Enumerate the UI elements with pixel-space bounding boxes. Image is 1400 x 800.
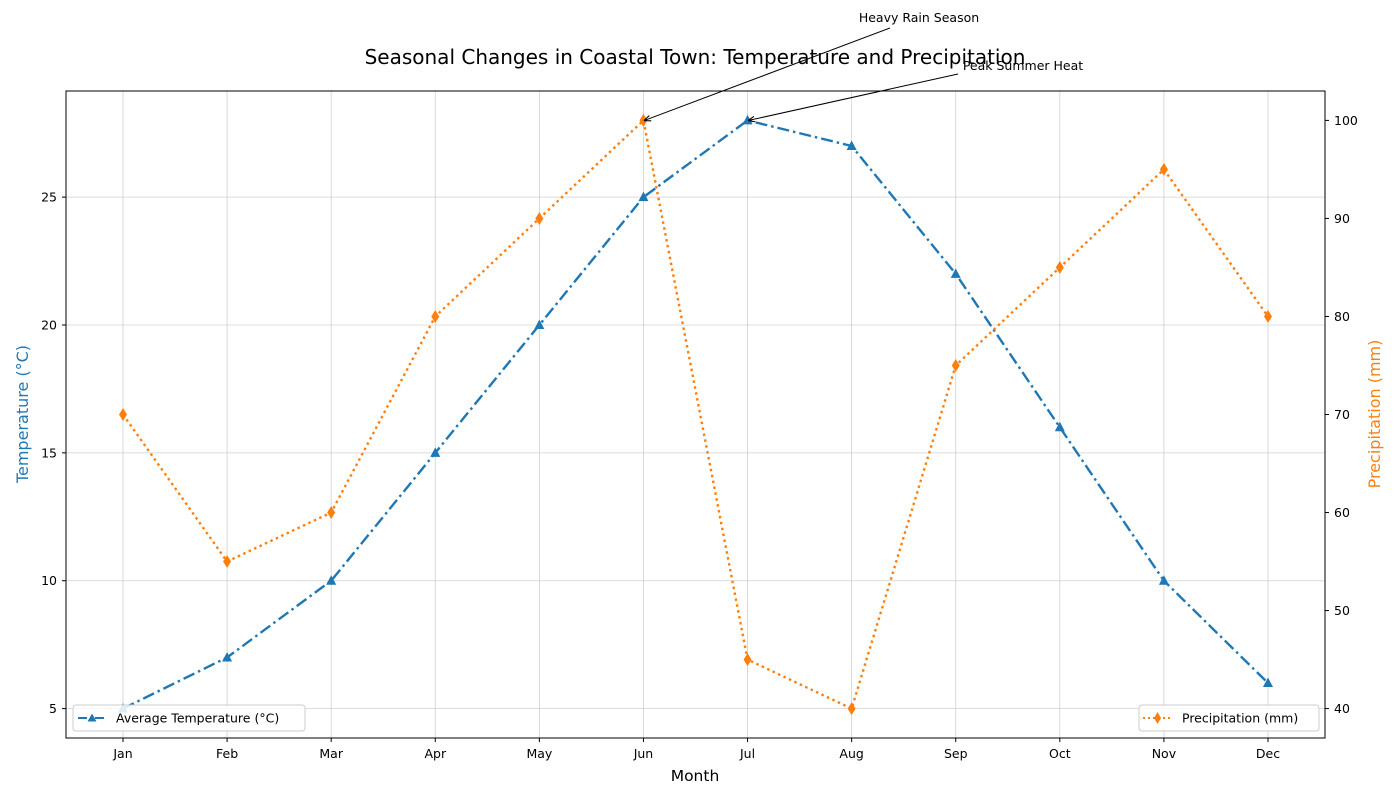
temperature-point — [326, 575, 337, 585]
temperature-point — [1158, 575, 1169, 585]
y-right-tick-label: 100 — [1334, 113, 1358, 128]
x-tick-label: Mar — [319, 746, 343, 761]
chart-title: Seasonal Changes in Coastal Town: Temper… — [365, 45, 1026, 69]
annotations: Heavy Rain Season Peak Summer Heat — [644, 10, 1083, 120]
plot-area-frame — [65, 90, 1326, 739]
y-left-tick-label: 10 — [41, 573, 57, 588]
temperature-point — [430, 447, 441, 457]
legend-temperature-label: Average Temperature (°C) — [116, 711, 279, 726]
y-right-tick-label: 50 — [1334, 603, 1350, 618]
x-tick-label: Sep — [944, 746, 968, 761]
y-right-tick-label: 90 — [1334, 211, 1350, 226]
x-tick-label: Apr — [424, 746, 446, 761]
temperature-point — [950, 268, 961, 278]
y-left-tick-label: 20 — [41, 317, 57, 332]
precipitation-point — [119, 408, 127, 421]
annotation-label: Heavy Rain Season — [859, 10, 979, 25]
precipitation-point — [223, 555, 232, 569]
precipitation-point — [1264, 309, 1272, 323]
x-tick-label: Aug — [839, 746, 863, 761]
temperature-point — [534, 319, 545, 329]
temperature-point — [846, 140, 857, 150]
temperature-point — [1263, 677, 1273, 688]
precipitation-point — [535, 211, 544, 225]
annotation-label: Peak Summer Heat — [963, 58, 1083, 73]
x-tick-label: Jun — [633, 746, 654, 761]
y-right-tick-label: 80 — [1334, 309, 1350, 324]
grid — [66, 91, 1325, 738]
precipitation-point — [431, 309, 440, 323]
legend-precipitation: Precipitation (mm) — [1138, 704, 1320, 732]
precipitation-point — [847, 702, 856, 716]
precipitation-point — [639, 113, 648, 127]
precipitation-point — [743, 653, 752, 667]
y-left-tick-label: 5 — [49, 701, 57, 716]
y-axis-left-label: Temperature (°C) — [13, 345, 32, 484]
y-axis-right-label: Precipitation (mm) — [1365, 340, 1384, 489]
legend-precipitation-label: Precipitation (mm) — [1182, 711, 1298, 726]
annotation-arrow — [749, 73, 959, 120]
axes-layer: Jan Feb Mar Apr May Jun Jul Aug Sep Oct Nov Dec 5 10 1… — [41, 113, 1358, 761]
precipitation-point — [951, 358, 960, 372]
x-tick-label: Jul — [739, 746, 755, 761]
legend-temperature-marker — [87, 713, 97, 722]
y-left-tick-label: 25 — [41, 190, 57, 205]
legend-precipitation-marker — [1154, 712, 1161, 724]
precipitation-point — [1159, 162, 1168, 176]
temperature-point — [222, 651, 233, 662]
y-left-tick-label: 15 — [41, 445, 57, 460]
legend-temperature: Average Temperature (°C) — [72, 704, 306, 732]
x-tick-label: Nov — [1152, 746, 1177, 761]
x-tick-label: Dec — [1256, 746, 1280, 761]
x-tick-label: Feb — [216, 746, 238, 761]
x-tick-label: May — [526, 746, 552, 761]
precipitation-point — [1055, 260, 1064, 274]
y-right-tick-label: 60 — [1334, 505, 1350, 520]
temperature-point — [1054, 421, 1065, 432]
precipitation-point — [327, 506, 336, 520]
x-tick-label: Jan — [112, 746, 132, 761]
x-axis-label: Month — [671, 767, 720, 785]
y-right-tick-label: 40 — [1334, 701, 1350, 716]
x-tick-label: Oct — [1049, 746, 1071, 761]
y-right-tick-label: 70 — [1334, 407, 1350, 422]
series-line-temperature — [122, 119, 1269, 710]
series-layer — [118, 113, 1273, 716]
annotation-arrow — [644, 27, 891, 120]
temperature-point — [638, 191, 649, 202]
series-line-precipitation — [122, 119, 1269, 710]
